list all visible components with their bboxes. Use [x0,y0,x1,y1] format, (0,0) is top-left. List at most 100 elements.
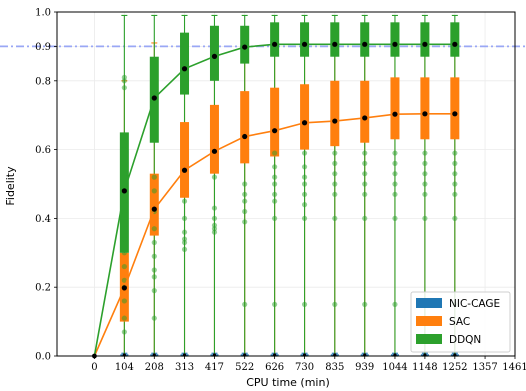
legend-swatch-nic-cage [416,298,442,308]
legend-label-ddqn: DDQN [449,334,481,346]
ddqn-outlier-7-5 [332,215,338,221]
ddqn-outlier-10-0 [422,150,428,156]
x-tick-label-12: 1252 [442,362,467,373]
ddqn-outlier-8-4 [362,191,368,197]
ddqn-outlier-3-0 [211,174,218,180]
x-tick-label-6: 626 [265,362,284,373]
ddqn-outlier-6-7 [301,301,308,307]
sac-mean-point-5 [272,128,278,134]
x-tick-label-8: 835 [325,362,344,373]
sac-box-3 [209,104,219,174]
sac-mean-point-1 [151,206,157,212]
ddqn-mean-point-6 [301,41,308,47]
ddqn-outlier-9-0 [392,150,398,156]
ddqn-outlier-8-5 [362,215,368,221]
ddqn-box-5 [270,22,280,57]
ddqn-outlier-2-5 [181,246,188,252]
sac-box-6 [300,84,310,150]
ddqn-outlier-10-4 [422,191,428,197]
ddqn-outlier-0-12 [121,250,127,256]
ddqn-outlier-10-5 [422,215,428,221]
ddqn-outlier-8-0 [362,150,368,156]
ddqn-outlier-5-2 [272,174,278,180]
ddqn-outlier-0-5 [121,160,127,166]
x-tick-label-0: 0 [91,362,97,373]
sac-box-11 [450,77,460,140]
ddqn-outlier-0-16 [121,298,127,304]
sac-box-9 [390,77,400,140]
sac-mean-point-2 [181,167,188,173]
sac-box-8 [360,80,370,143]
sac-mean-point-6 [301,120,308,126]
ddqn-outlier-7-0 [332,150,338,156]
sac-box-7 [330,80,340,147]
x-tick-label-1: 104 [115,362,134,373]
x-tick-label-2: 208 [145,362,164,373]
ddqn-outlier-6-3 [301,181,308,187]
legend-entries: NIC-CAGE SAC DDQN [416,298,500,346]
ddqn-mean-point-1 [151,95,157,101]
sac-box-2 [180,122,190,198]
x-tick-label-3: 313 [175,362,194,373]
ddqn-outlier-1-0 [151,174,157,180]
ddqn-outlier-11-5 [452,215,458,221]
ddqn-outlier-5-3 [272,181,278,187]
ddqn-outlier-1-7 [151,274,157,280]
sac-mean-point-0 [121,285,127,291]
ddqn-outlier-8-1 [362,160,368,166]
ddqn-box-9 [390,22,400,57]
ddqn-outlier-9-3 [392,181,398,187]
ddqn-outlier-6-0 [301,150,308,156]
ddqn-outlier-10-1 [422,160,428,166]
y-tick-label-3: 0.6 [35,145,51,156]
x-tick-label-7: 730 [295,362,314,373]
sac-box-4 [240,91,250,164]
ddqn-mean-point-11 [452,41,458,47]
sac-box-10 [420,77,430,140]
ddqn-outlier-5-4 [272,191,278,197]
legend-swatch-ddqn [416,334,442,344]
y-tick-label-2: 0.4 [35,214,51,225]
ddqn-outlier-5-6 [272,215,278,221]
x-tick-label-11: 1148 [412,362,437,373]
ddqn-outlier-6-4 [301,191,308,197]
ddqn-outlier-0-18 [121,329,127,335]
ddqn-outlier-11-3 [452,181,458,187]
ddqn-outlier-8-2 [362,171,368,177]
ddqn-mean-point-8 [362,41,368,47]
ddqn-outlier-11-4 [452,191,458,197]
ddqn-outlier-0-11 [121,236,127,242]
ddqn-outlier-0-14 [121,277,127,283]
ddqn-outlier-0-13 [121,263,127,270]
ddqn-outlier-4-4 [242,219,248,225]
ddqn-outlier-0-10 [121,222,127,228]
ddqn-outlier-4-3 [242,208,248,215]
ddqn-outlier-3-2 [211,215,218,221]
ddqn-mean-point-5 [272,41,278,47]
ddqn-outlier-0-9 [121,208,127,215]
ddqn-outlier-1-5 [151,253,157,259]
ddqn-outlier-11-2 [452,171,458,177]
legend: NIC-CAGE SAC DDQN [410,291,511,353]
ddqn-outlier-9-2 [392,171,398,177]
x-tick-label-9: 939 [355,362,374,373]
ddqn-mean-point-3 [211,53,218,59]
x-tick-label-13: 1357 [472,362,497,373]
ddqn-outlier-5-7 [272,301,278,307]
ddqn-outlier-5-0 [272,150,278,156]
ddqn-outlier-2-4 [181,239,188,246]
ddqn-box-3 [209,25,219,81]
sac-mean-point-10 [422,111,428,117]
ddqn-mean-point-2 [181,66,188,72]
ddqn-mean-point-10 [422,41,428,47]
ddqn-outlier-1-1 [151,188,157,194]
ddqn-outlier-1-6 [151,267,157,273]
ddqn-box-7 [330,22,340,57]
ddqn-outlier-1-9 [151,315,157,321]
sac-mean-point-7 [332,118,338,124]
ddqn-outlier-7-3 [332,181,338,187]
y-tick-label-0: 0.0 [35,352,51,363]
y-tick-label-1: 0.2 [35,283,51,294]
ddqn-outlier-5-1 [272,164,278,170]
ddqn-outlier-0-3 [121,140,127,146]
